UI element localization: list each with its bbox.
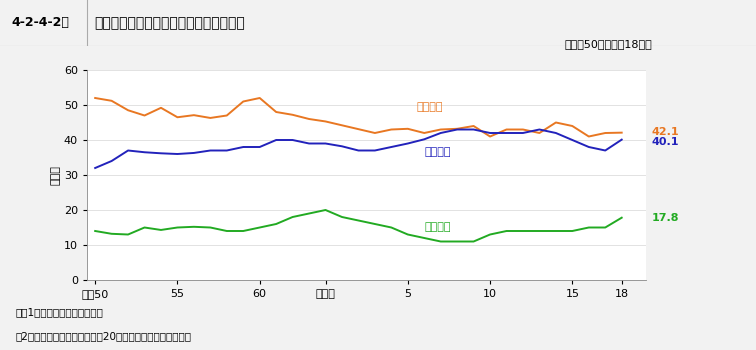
Text: 年長少年: 年長少年	[416, 102, 442, 112]
Text: 42.1: 42.1	[652, 127, 679, 136]
Text: （昭和50年～平成18年）: （昭和50年～平成18年）	[564, 39, 652, 49]
Text: 2「年長少年」は，入院時に20歳に達している者を含む。: 2「年長少年」は，入院時に20歳に達している者を含む。	[15, 331, 191, 342]
Y-axis label: （％）: （％）	[51, 165, 61, 185]
Text: 中間少年: 中間少年	[424, 147, 451, 157]
Text: 17.8: 17.8	[652, 213, 679, 223]
Text: 4-2-4-2図: 4-2-4-2図	[11, 16, 70, 29]
Text: 少年院新入院者の年齢層別構成比の推移: 少年院新入院者の年齢層別構成比の推移	[94, 16, 245, 30]
Text: 40.1: 40.1	[652, 138, 679, 147]
Text: 注　1　矯正統計年報による。: 注 1 矯正統計年報による。	[15, 307, 103, 317]
Text: 年少少年: 年少少年	[424, 223, 451, 232]
